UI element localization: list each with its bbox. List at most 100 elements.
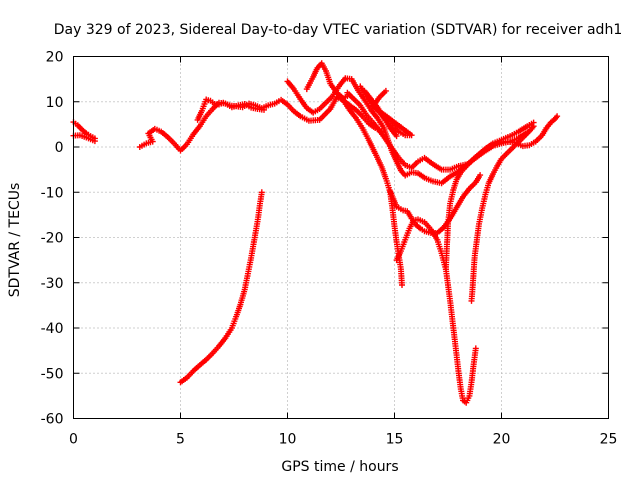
x-tick-label: 0 <box>69 432 78 448</box>
data-point <box>489 137 503 147</box>
data-point <box>316 107 332 123</box>
data-point <box>378 163 389 180</box>
data-point <box>303 75 316 93</box>
data-point <box>348 76 361 92</box>
data-point <box>434 236 444 255</box>
data-point <box>271 98 282 107</box>
data-point <box>216 336 228 350</box>
data-point <box>203 96 212 104</box>
data-point <box>203 351 214 363</box>
data-point <box>327 96 339 112</box>
data-point <box>203 107 214 120</box>
grid <box>73 56 609 419</box>
data-point <box>248 239 257 261</box>
data-point <box>374 115 386 129</box>
data-point <box>395 154 407 167</box>
data-point <box>143 139 154 147</box>
y-tick-label: -40 <box>41 321 64 337</box>
data-point <box>233 103 244 110</box>
data-point <box>256 191 265 209</box>
data-point <box>417 225 426 233</box>
data-point <box>430 161 443 172</box>
data-point <box>451 334 460 356</box>
data-point <box>447 297 455 320</box>
data-point <box>380 115 392 129</box>
data-point <box>406 219 416 232</box>
data-point <box>316 101 328 112</box>
data-point <box>177 142 189 154</box>
data-point <box>450 178 459 193</box>
data-point <box>421 228 432 236</box>
data-point <box>194 109 204 123</box>
data-point <box>353 106 364 118</box>
data-point <box>342 75 353 82</box>
data-point <box>511 138 523 150</box>
data-point <box>395 128 407 137</box>
data-point <box>183 133 196 148</box>
data-point <box>498 151 510 162</box>
y-tick-label: -10 <box>41 185 64 201</box>
data-point <box>350 96 362 107</box>
data-point <box>468 363 477 386</box>
y-tick-label: -50 <box>41 366 64 382</box>
data-point <box>464 155 478 169</box>
data-point <box>251 220 261 243</box>
data-point <box>543 121 553 131</box>
data-point <box>382 87 389 94</box>
data-point <box>228 315 239 331</box>
data-point <box>447 163 460 173</box>
data-point <box>515 124 529 135</box>
data-point <box>278 96 289 107</box>
data-point <box>463 395 472 406</box>
data-point <box>368 106 380 120</box>
y-tick-label: -60 <box>41 412 64 428</box>
data-point <box>453 195 465 211</box>
data-point <box>357 102 369 117</box>
y-tick-label: -30 <box>41 276 64 292</box>
data-point <box>183 369 195 381</box>
data-point <box>471 239 480 259</box>
data-point <box>460 397 468 405</box>
data-point <box>447 169 460 180</box>
data-point <box>222 327 234 341</box>
data-point <box>472 345 479 352</box>
data-point <box>530 119 537 126</box>
data-point <box>359 125 371 142</box>
series-arc-p <box>361 87 400 140</box>
data-point <box>318 60 328 73</box>
data-point <box>391 223 400 243</box>
y-tick-label: -20 <box>41 231 64 247</box>
data-point <box>449 315 458 338</box>
data-point <box>415 170 426 180</box>
data-point <box>237 288 248 308</box>
data-point <box>402 132 413 139</box>
data-point <box>539 126 549 139</box>
x-tick-label: 25 <box>600 432 618 448</box>
data-point <box>415 156 426 165</box>
data-point <box>421 154 435 166</box>
data-point <box>489 165 500 178</box>
series-arc-m <box>468 123 537 304</box>
data-point <box>445 202 453 227</box>
data-point <box>196 115 208 130</box>
data-point <box>410 216 419 224</box>
data-point <box>519 142 531 150</box>
data-point <box>146 132 156 145</box>
data-point <box>335 76 347 90</box>
data-point <box>532 133 544 145</box>
data-point <box>303 105 315 115</box>
data-point <box>472 148 486 160</box>
data-point <box>297 96 309 110</box>
data-point <box>87 133 96 141</box>
data-point <box>310 107 321 116</box>
data-point <box>504 144 516 156</box>
data-point <box>397 239 408 255</box>
data-point <box>389 145 401 160</box>
data-point <box>368 96 380 109</box>
data-point <box>481 141 495 153</box>
data-point <box>207 97 216 106</box>
ticks <box>73 56 609 419</box>
data-point <box>387 188 399 208</box>
data-point <box>498 134 511 143</box>
